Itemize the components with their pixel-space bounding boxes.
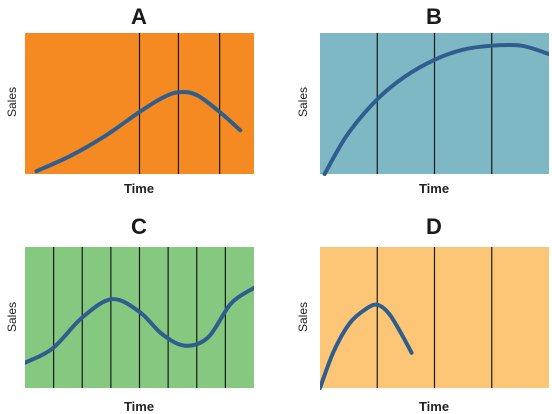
y-axis-label: Sales (5, 86, 19, 118)
chart-title: B (426, 4, 442, 29)
chart-panel-c: C Sales Time (0, 207, 276, 414)
chart-title: C (131, 214, 147, 239)
chart-panel-b: B Sales Time (276, 0, 552, 207)
x-axis-label: Time (123, 399, 155, 414)
chart-title: A (131, 4, 147, 29)
chart-svg (320, 33, 549, 176)
chart-title: D (426, 214, 442, 239)
y-axis-label: Sales (296, 86, 310, 118)
chart-panel-a: A Sales Time (0, 0, 276, 207)
sales-curve (322, 42, 549, 176)
sales-curve (25, 285, 254, 365)
chart-svg (25, 33, 254, 174)
sales-curve (34, 89, 243, 174)
chart-svg (320, 247, 549, 390)
chart-panel-d: D Sales Time (276, 207, 552, 414)
x-axis-label: Time (418, 399, 450, 414)
chart-svg (25, 247, 254, 388)
sales-curve (320, 302, 414, 390)
x-axis-label: Time (418, 181, 450, 196)
y-axis-label: Sales (296, 301, 310, 333)
x-axis-label: Time (123, 181, 155, 196)
y-axis-label: Sales (5, 301, 19, 333)
